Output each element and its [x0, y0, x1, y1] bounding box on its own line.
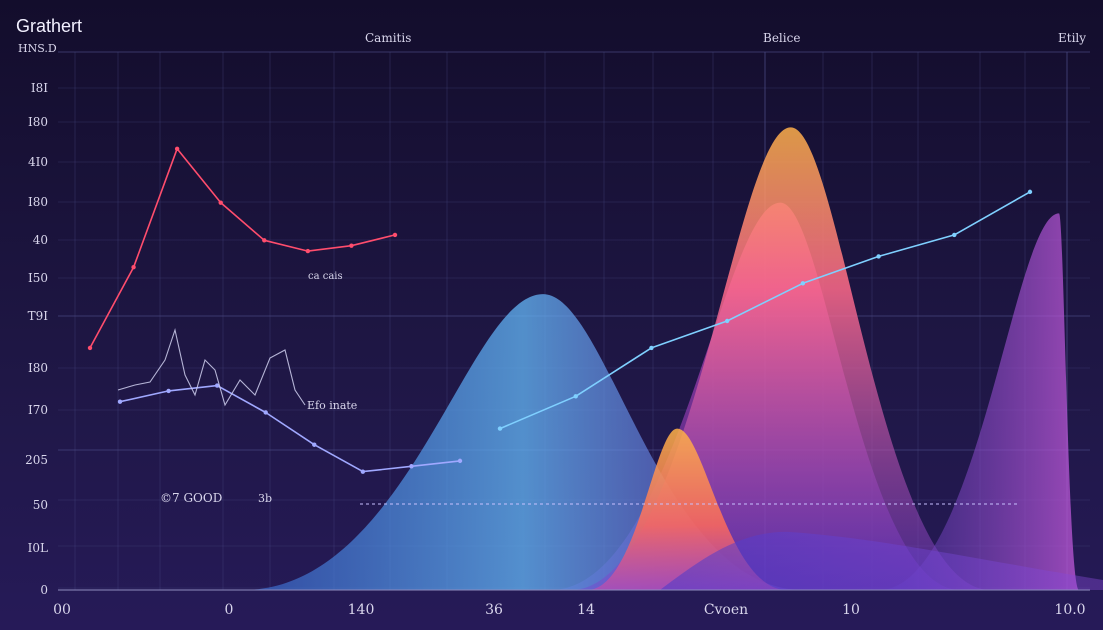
line-point-1-6: [409, 464, 414, 469]
y-tick-label-1: I80: [28, 115, 48, 129]
y-tick-label-8: I70: [28, 403, 48, 417]
line-point-0-7: [392, 232, 398, 238]
x-tick-label-5: Cvoen: [704, 602, 748, 618]
line-point-0-1: [131, 265, 136, 270]
line-point-1-3: [263, 410, 268, 415]
y-tick-label-9: 205: [25, 453, 48, 467]
line-series-0: [89, 148, 396, 349]
line-point-0-6: [349, 243, 354, 248]
x-tick-label-4: 14: [577, 602, 595, 618]
x-tick-label-2: 140: [348, 602, 375, 618]
chart-subtitle: HNS.D: [18, 42, 57, 55]
y-tick-label-2: 4I0: [28, 155, 48, 169]
line-point-2-5: [876, 254, 881, 259]
line-point-0-2: [174, 146, 180, 152]
top-label-2: Etily: [1058, 31, 1086, 45]
line-point-1-2: [214, 383, 220, 388]
annotation-0: ca cais: [308, 271, 343, 282]
line-point-1-7: [457, 458, 463, 464]
y-tick-label-10: 50: [33, 498, 48, 512]
y-tick-label-6: T9I: [28, 309, 49, 323]
line-point-2-7: [1027, 189, 1033, 195]
line-point-2-4: [800, 281, 806, 286]
y-tick-label-7: I80: [28, 361, 48, 375]
line-point-2-0: [497, 426, 503, 431]
y-tick-label-3: I80: [28, 195, 48, 209]
x-tick-label-1: 0: [225, 602, 234, 618]
line-point-2-6: [952, 232, 957, 238]
top-label-1: Belice: [763, 31, 800, 45]
line-point-1-5: [360, 469, 366, 474]
y-tick-label-4: 40: [33, 233, 48, 247]
line-point-2-2: [649, 345, 654, 351]
line-series-1: [119, 384, 461, 473]
line-point-0-0: [87, 345, 93, 351]
line-point-0-3: [218, 200, 223, 205]
annotation-2: ©7 GOOD: [160, 491, 222, 505]
line-series-2: [499, 191, 1031, 430]
line-series-jagged: [117, 327, 306, 407]
y-tick-label-12: 0: [40, 583, 48, 597]
annotation-3: 3b: [258, 492, 272, 505]
y-tick-label-11: I0L: [28, 541, 48, 555]
x-tick-label-3: 36: [485, 602, 503, 618]
x-tick-label-6: 10: [842, 602, 860, 618]
annotation-1: Efo inate: [307, 399, 357, 412]
line-point-2-1: [573, 394, 578, 399]
area-series-4: [879, 213, 1080, 590]
line-point-1-0: [117, 399, 123, 404]
line-point-0-5: [305, 248, 311, 254]
y-tick-label-5: I50: [28, 271, 48, 285]
y-tick-label-0: I8I: [31, 81, 48, 95]
line-point-1-4: [312, 442, 317, 447]
line-point-1-1: [166, 388, 171, 394]
area-series-band: [660, 531, 1103, 590]
line-point-2-3: [724, 318, 730, 324]
x-tick-label-7: 10.0: [1054, 602, 1085, 618]
line-point-0-4: [262, 238, 267, 243]
area-series-group: [243, 127, 1103, 590]
top-label-0: Camitis: [365, 31, 411, 45]
chart-title: Grathert: [16, 16, 82, 36]
line-series-group: [87, 146, 1033, 505]
x-tick-label-0: 00: [53, 602, 71, 618]
